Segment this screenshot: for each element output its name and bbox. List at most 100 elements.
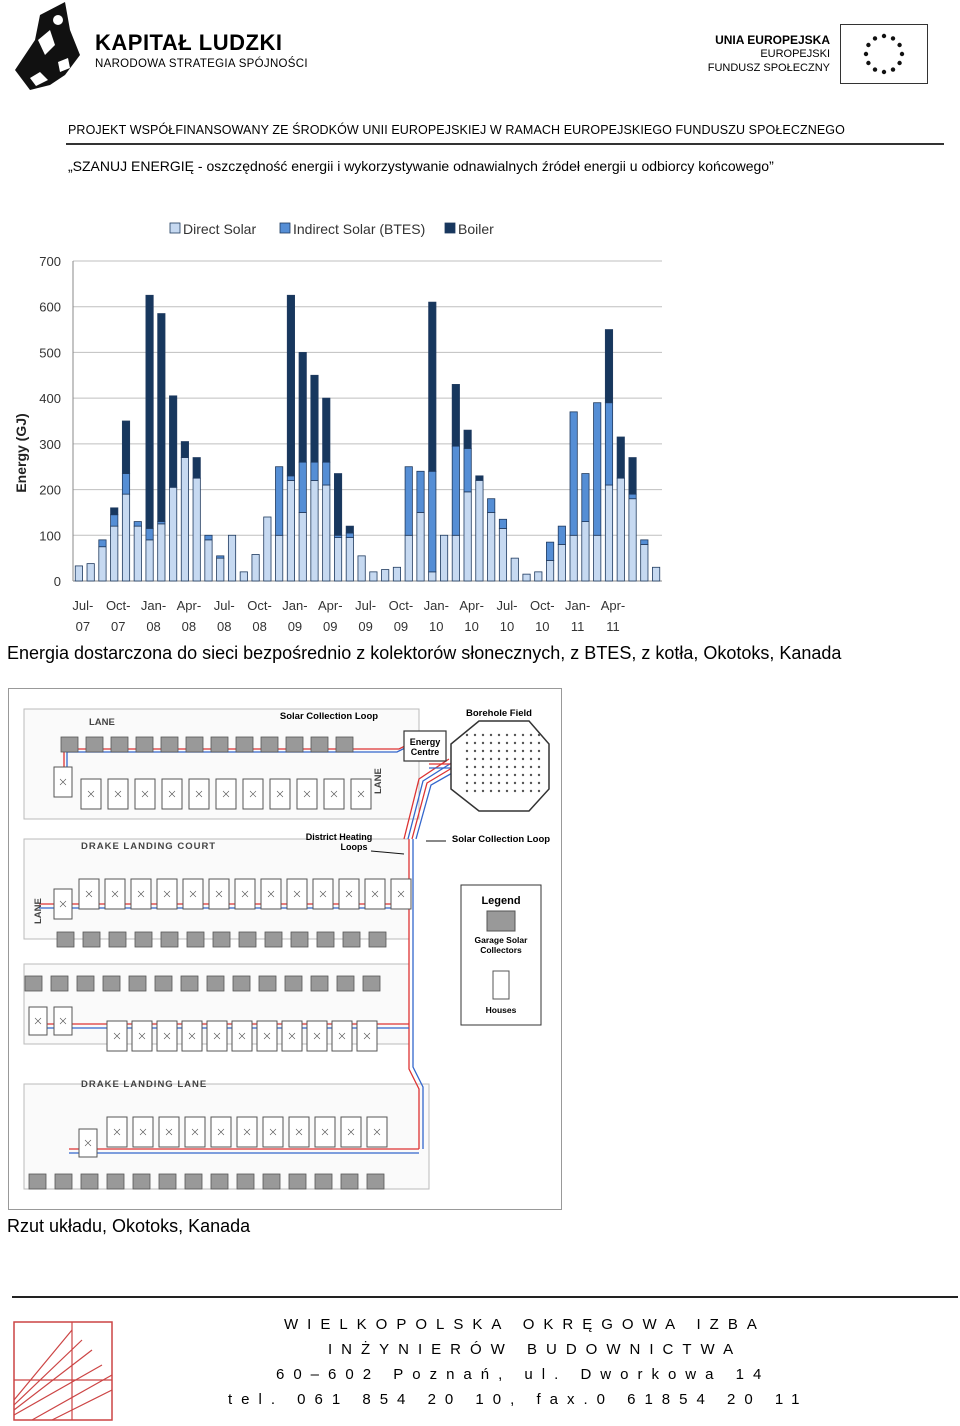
footer-org-line-1: WIELKOPOLSKA OKRĘGOWA IZBA — [284, 1316, 766, 1333]
borehole — [513, 773, 517, 777]
lane-left-label: LANE — [33, 898, 44, 924]
x-tick-label: Jul- — [214, 598, 235, 613]
x-tick-label: 10 — [429, 619, 443, 634]
borehole — [505, 773, 509, 777]
borehole — [481, 733, 485, 737]
borehole — [473, 765, 477, 769]
bar-indirect-solar-btes — [310, 461, 319, 481]
x-tick-label: Apr- — [318, 598, 343, 613]
bar-indirect-solar-btes — [451, 445, 460, 536]
y-tick-label: 300 — [39, 437, 61, 452]
borehole — [473, 781, 477, 785]
bar-direct-solar — [98, 546, 107, 582]
borehole — [513, 765, 517, 769]
garage-solar-collector — [160, 736, 179, 753]
x-tick-label: 09 — [323, 619, 337, 634]
bar-indirect-solar-btes — [569, 411, 578, 536]
bar-direct-solar — [322, 484, 331, 582]
borehole — [529, 789, 533, 793]
garage-solar-collector — [108, 931, 127, 948]
eu-star-icon — [890, 36, 896, 41]
borehole — [465, 765, 469, 769]
borehole — [481, 773, 485, 777]
bar-direct-solar — [263, 516, 272, 582]
bar-boiler — [345, 525, 354, 534]
eu-star-icon — [897, 60, 902, 66]
eu-star-icon — [897, 42, 902, 48]
legend-title: Legend — [481, 895, 520, 907]
borehole — [489, 741, 493, 745]
x-tick-label: 08 — [217, 619, 231, 634]
borehole — [537, 789, 541, 793]
x-tick-label: 10 — [500, 619, 514, 634]
garage-solar-collector — [185, 736, 204, 753]
bar-direct-solar — [133, 525, 142, 582]
borehole — [529, 749, 533, 753]
garage-solar-collector — [186, 931, 205, 948]
bar-boiler — [604, 329, 614, 404]
bar-indirect-solar-btes — [345, 532, 354, 538]
borehole — [505, 733, 509, 737]
garage-solar-collector — [154, 975, 173, 992]
garage-solar-collector — [340, 1173, 359, 1190]
bar-boiler — [192, 457, 201, 479]
x-tick-label: 09 — [288, 619, 302, 634]
bar-direct-solar — [110, 525, 119, 582]
borehole — [521, 733, 525, 737]
x-tick-label: 09 — [358, 619, 372, 634]
eu-star-icon — [881, 69, 887, 75]
eu-subtitle-1: EUROPEJSKI — [760, 48, 830, 60]
borehole — [521, 773, 525, 777]
garage-solar-collector — [260, 736, 279, 753]
x-tick-label: Jan- — [424, 598, 449, 613]
site-plan: Energy Centre Borehole Field Solar Colle… — [8, 688, 562, 1210]
bar-direct-solar — [74, 565, 83, 582]
borehole — [521, 749, 525, 753]
garage-solar-collector — [210, 1173, 229, 1190]
bar-direct-solar — [440, 534, 449, 582]
borehole — [465, 757, 469, 761]
bar-boiler — [121, 420, 131, 474]
garage-solar-collector — [284, 975, 303, 992]
borehole — [513, 789, 517, 793]
bar-indirect-solar-btes — [546, 541, 555, 561]
garage-solar-collector — [132, 1173, 151, 1190]
borehole — [481, 789, 485, 793]
garage-solar-collector — [184, 1173, 203, 1190]
borehole — [497, 765, 501, 769]
garage-solar-collector — [76, 975, 95, 992]
bar-boiler — [463, 429, 472, 449]
bar-direct-solar — [381, 569, 390, 582]
y-tick-label: 200 — [39, 483, 61, 498]
bar-indirect-solar-btes — [581, 473, 590, 522]
borehole — [505, 781, 509, 785]
garage-solar-collector — [336, 975, 355, 992]
garage-solar-collector — [264, 931, 283, 948]
woiib-logo-icon — [12, 1320, 114, 1422]
borehole — [489, 781, 493, 785]
eu-title: UNIA EUROPEJSKA — [715, 33, 830, 47]
energy-centre-label-1: Energy — [410, 737, 441, 747]
bar-indirect-solar-btes — [298, 461, 307, 513]
bar-direct-solar — [357, 555, 366, 582]
y-tick-label: 0 — [54, 574, 61, 589]
bar-direct-solar — [498, 528, 508, 582]
bar-indirect-solar-btes — [628, 493, 637, 500]
x-tick-label: 11 — [571, 619, 585, 634]
borehole — [489, 789, 493, 793]
borehole — [497, 789, 501, 793]
legend-label: Indirect Solar (BTES) — [293, 221, 425, 237]
garage-solar-collector — [310, 736, 329, 753]
eu-star-icon — [881, 33, 887, 39]
borehole — [529, 733, 533, 737]
eu-star-icon — [866, 60, 871, 66]
bar-direct-solar — [192, 477, 201, 582]
borehole — [537, 757, 541, 761]
y-tick-label: 700 — [39, 254, 61, 269]
y-tick-label: 400 — [39, 391, 61, 406]
footer-org-line-2: INŻYNIERÓW BUDOWNICTWA — [328, 1341, 743, 1358]
garage-solar-collector — [102, 975, 121, 992]
plan-caption: Rzut układu, Okotoks, Kanada — [7, 1216, 251, 1236]
bar-boiler — [145, 294, 154, 529]
bar-indirect-solar-btes — [487, 498, 496, 513]
